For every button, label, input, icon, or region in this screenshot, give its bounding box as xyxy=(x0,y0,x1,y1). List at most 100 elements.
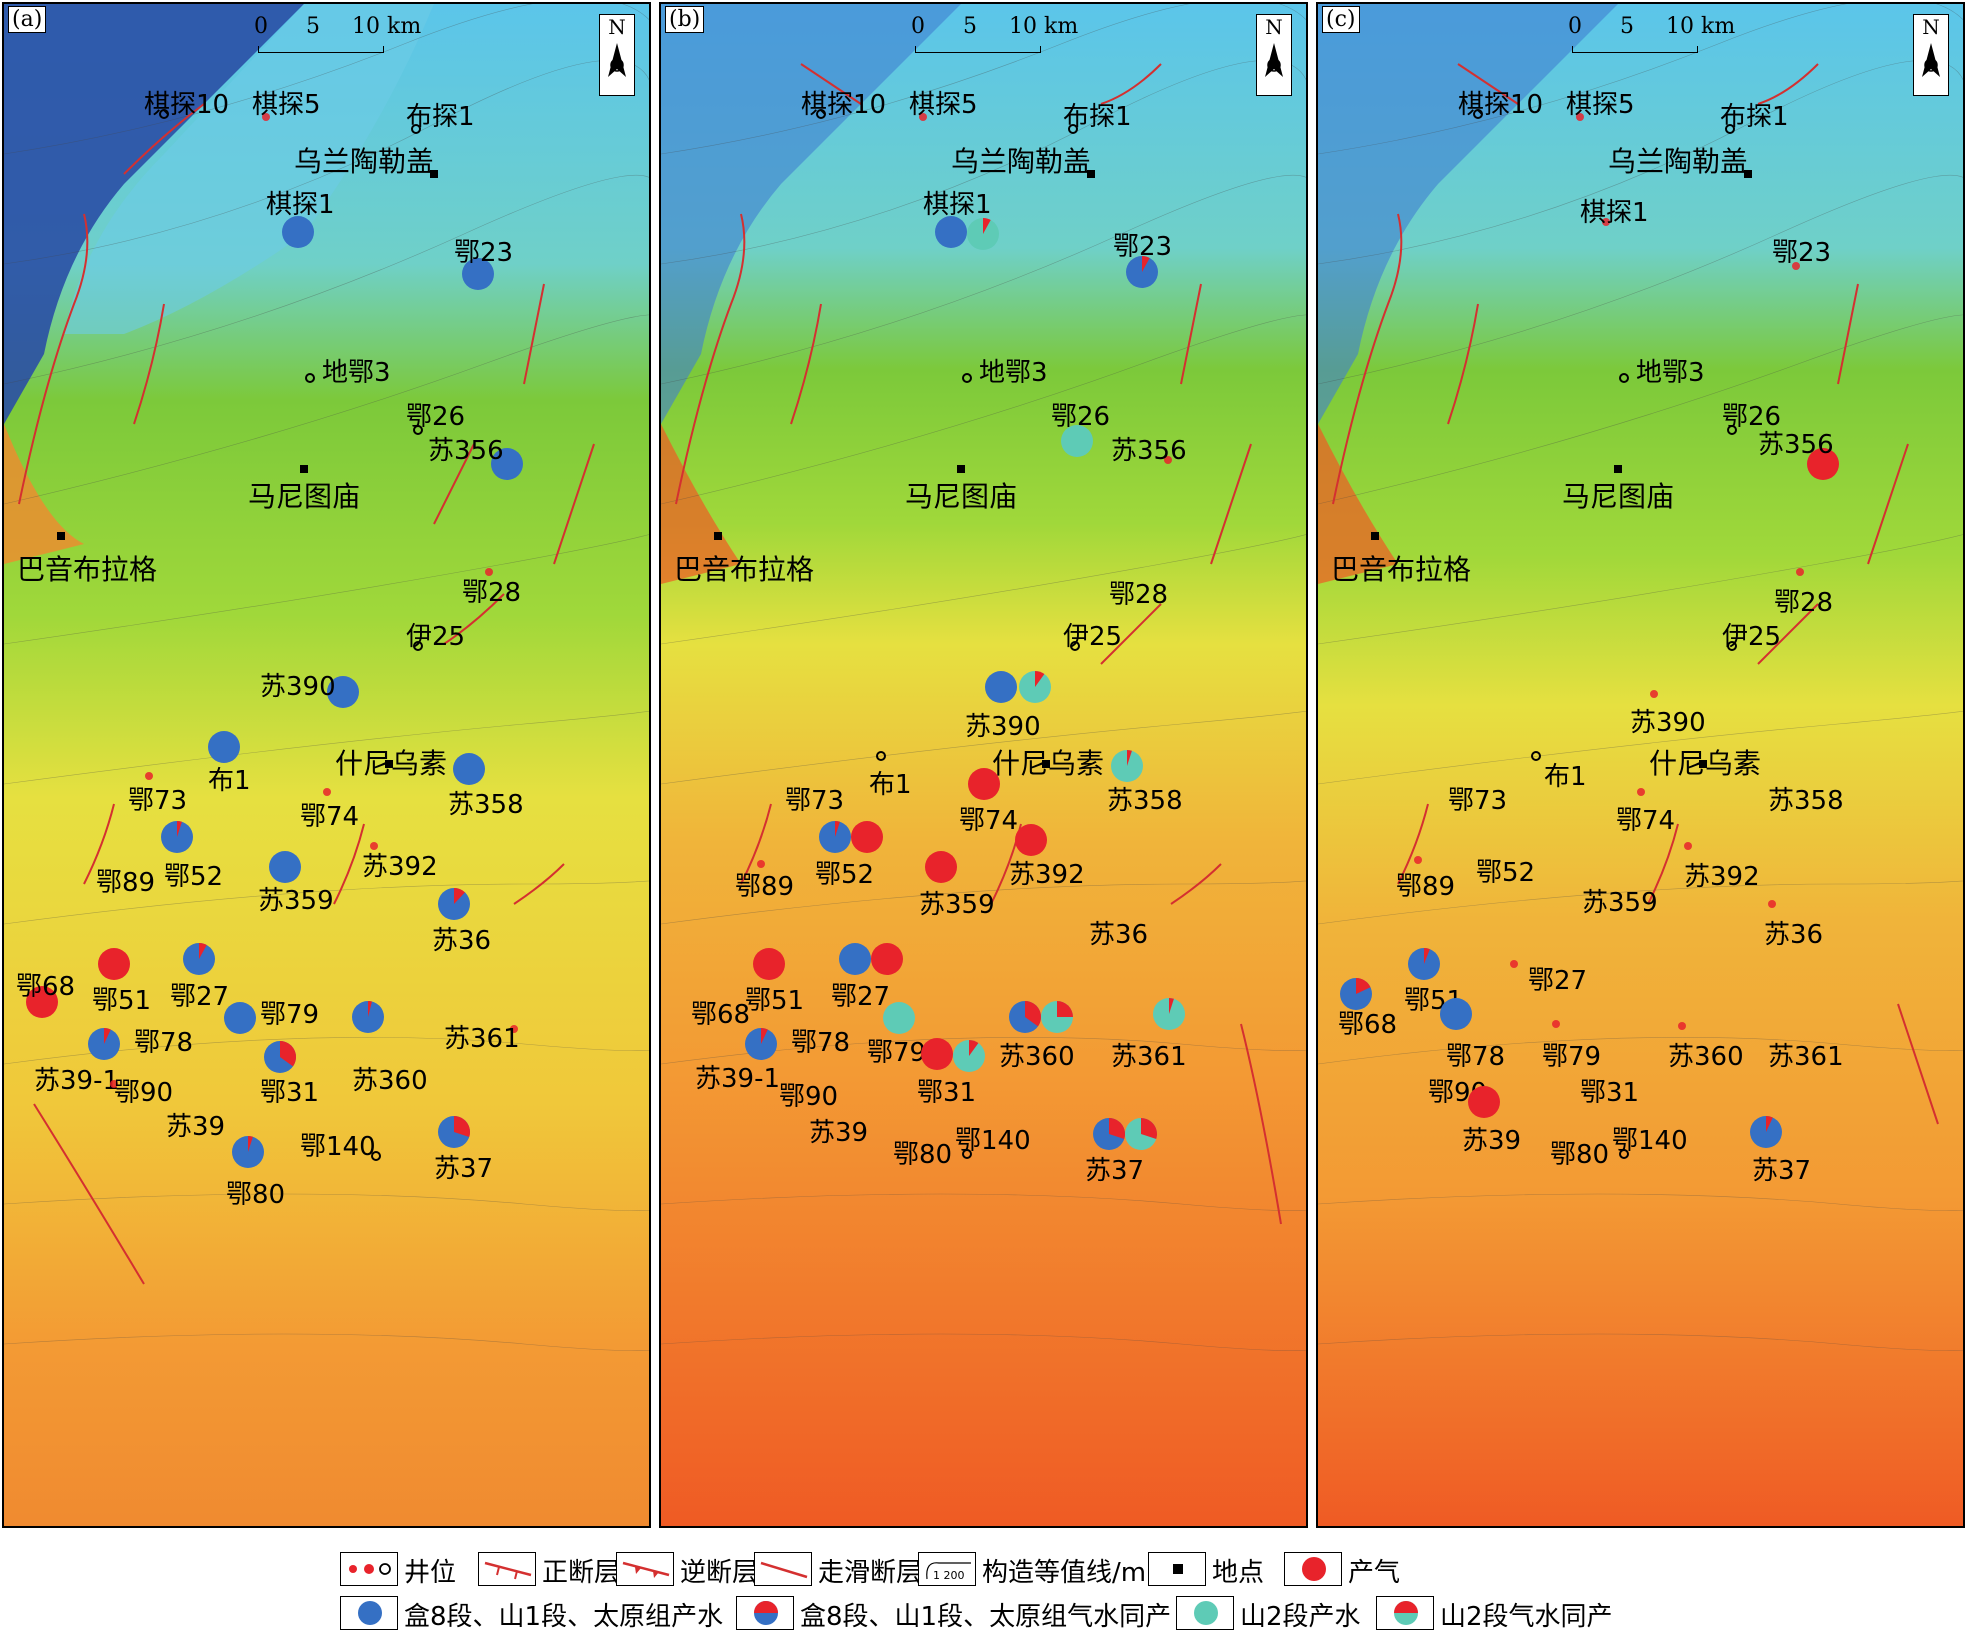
well-marker[interactable] xyxy=(1008,1000,1042,1038)
well-marker[interactable] xyxy=(262,113,270,121)
well-marker[interactable] xyxy=(968,768,1000,800)
well-marker[interactable] xyxy=(1407,947,1441,985)
well-marker[interactable] xyxy=(1473,109,1483,119)
well-marker[interactable] xyxy=(883,1002,915,1034)
well-label: 苏390 xyxy=(1630,708,1706,738)
well-marker[interactable] xyxy=(1110,749,1144,787)
well-marker[interactable] xyxy=(182,942,216,980)
well-label: 鄂68 xyxy=(1338,1010,1398,1040)
well-marker[interactable] xyxy=(1040,1000,1074,1038)
well-marker[interactable] xyxy=(962,1149,972,1159)
well-marker[interactable] xyxy=(462,258,494,290)
well-marker[interactable] xyxy=(485,568,493,576)
well-marker[interactable] xyxy=(1678,1022,1686,1030)
well-marker[interactable] xyxy=(208,731,240,763)
well-marker[interactable] xyxy=(160,820,194,858)
well-marker[interactable] xyxy=(921,1038,953,1070)
well-marker[interactable] xyxy=(1796,568,1804,576)
well-marker[interactable] xyxy=(871,943,903,975)
well-label: 鄂89 xyxy=(1396,872,1456,902)
well-marker[interactable] xyxy=(952,1039,986,1077)
well-marker[interactable] xyxy=(1015,824,1047,856)
well-marker[interactable] xyxy=(1070,641,1080,651)
well-marker[interactable] xyxy=(1440,998,1472,1030)
place-label: 什尼乌素 xyxy=(1649,747,1762,780)
well-label: 苏390 xyxy=(260,672,336,702)
well-marker[interactable] xyxy=(371,1151,381,1161)
well-marker[interactable] xyxy=(351,1000,385,1038)
well-marker[interactable] xyxy=(1637,788,1645,796)
well-marker[interactable] xyxy=(1510,960,1518,968)
well-marker[interactable] xyxy=(1749,1115,1783,1153)
well-marker[interactable] xyxy=(985,671,1017,703)
well-marker[interactable] xyxy=(323,788,331,796)
well-marker[interactable] xyxy=(1018,670,1052,708)
well-marker[interactable] xyxy=(1092,1117,1126,1155)
well-marker[interactable] xyxy=(1414,856,1422,864)
well-marker[interactable] xyxy=(1725,124,1735,134)
well-marker[interactable] xyxy=(925,851,957,883)
well-marker[interactable] xyxy=(145,772,153,780)
well-marker[interactable] xyxy=(1807,448,1839,480)
well-label: 棋探10 xyxy=(144,90,230,120)
well-marker[interactable] xyxy=(491,448,523,480)
well-marker[interactable] xyxy=(1339,977,1373,1015)
well-marker[interactable] xyxy=(962,373,972,383)
well-marker[interactable] xyxy=(1061,425,1093,457)
well-marker[interactable] xyxy=(757,860,765,868)
well-marker[interactable] xyxy=(1768,900,1776,908)
well-marker[interactable] xyxy=(413,641,423,651)
well-marker[interactable] xyxy=(1552,1020,1560,1028)
well-marker[interactable] xyxy=(1650,690,1658,698)
well-marker[interactable] xyxy=(224,1002,256,1034)
well-marker[interactable] xyxy=(437,887,471,925)
well-label: 鄂27 xyxy=(1528,966,1588,996)
well-marker[interactable] xyxy=(263,1040,297,1078)
well-marker[interactable] xyxy=(839,943,871,975)
well-marker[interactable] xyxy=(231,1135,265,1173)
well-marker[interactable] xyxy=(370,842,378,850)
well-marker[interactable] xyxy=(305,373,315,383)
well-marker[interactable] xyxy=(919,113,927,121)
well-marker[interactable] xyxy=(1152,997,1186,1035)
well-label: 布1 xyxy=(208,766,251,796)
well-marker[interactable] xyxy=(269,851,301,883)
well-label: 伊25 xyxy=(1722,622,1782,652)
well-marker[interactable] xyxy=(1619,373,1629,383)
well-marker[interactable] xyxy=(87,1027,121,1065)
well-marker[interactable] xyxy=(935,216,967,248)
well-marker[interactable] xyxy=(851,821,883,853)
place-marker-icon xyxy=(1614,465,1622,473)
well-marker[interactable] xyxy=(411,124,421,134)
well-marker[interactable] xyxy=(1125,255,1159,293)
well-marker[interactable] xyxy=(282,216,314,248)
well-marker[interactable] xyxy=(159,109,169,119)
well-marker[interactable] xyxy=(744,1027,778,1065)
well-marker[interactable] xyxy=(1792,262,1800,270)
well-marker[interactable] xyxy=(413,425,423,435)
well-marker[interactable] xyxy=(876,751,886,761)
well-marker[interactable] xyxy=(816,109,826,119)
well-marker[interactable] xyxy=(1619,1149,1629,1159)
well-marker[interactable] xyxy=(1684,842,1692,850)
well-marker[interactable] xyxy=(753,948,785,980)
well-marker[interactable] xyxy=(1124,1117,1158,1155)
well-marker[interactable] xyxy=(1068,124,1078,134)
well-marker[interactable] xyxy=(1602,218,1610,226)
well-label: 鄂78 xyxy=(1446,1042,1506,1072)
well-marker[interactable] xyxy=(510,1025,518,1033)
well-marker[interactable] xyxy=(1727,425,1737,435)
well-marker[interactable] xyxy=(453,753,485,785)
well-marker[interactable] xyxy=(1164,456,1172,464)
well-marker[interactable] xyxy=(1468,1086,1500,1118)
well-marker[interactable] xyxy=(818,820,852,858)
well-marker[interactable] xyxy=(98,948,130,980)
well-marker[interactable] xyxy=(1531,751,1541,761)
well-marker[interactable] xyxy=(110,1080,118,1088)
well-marker[interactable] xyxy=(966,217,1000,255)
well-marker[interactable] xyxy=(26,986,58,1018)
well-marker[interactable] xyxy=(327,676,359,708)
well-marker[interactable] xyxy=(437,1115,471,1153)
well-marker[interactable] xyxy=(1727,641,1737,651)
well-marker[interactable] xyxy=(1576,113,1584,121)
